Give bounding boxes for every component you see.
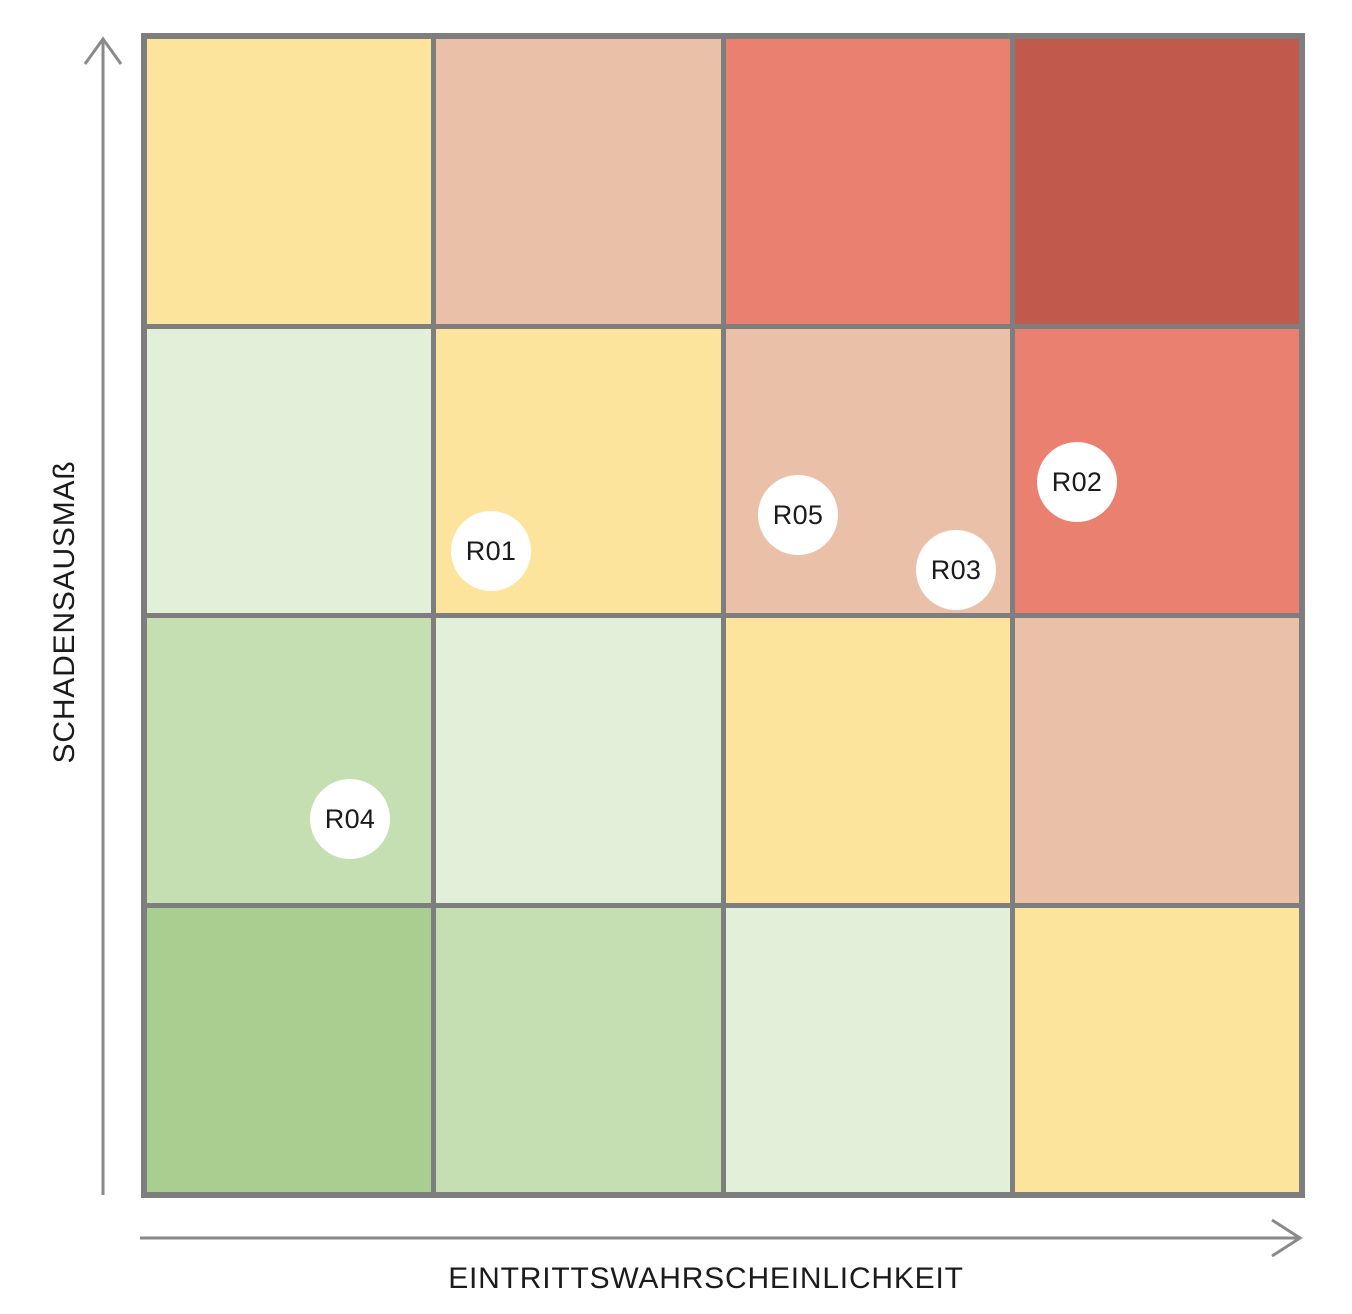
risk-cell-r1-c4-red	[1014, 39, 1299, 324]
y-axis-arrow	[83, 36, 123, 1195]
risk-cell-r4-c3-green-pale	[725, 907, 1010, 1192]
risk-marker-R02[interactable]: R02	[1037, 442, 1117, 522]
risk-cell-r2-c1-green-pale	[147, 328, 432, 613]
risk-cell-r4-c4-yellow	[1014, 907, 1299, 1192]
risk-cell-r3-c3-yellow	[725, 618, 1010, 903]
x-axis-label: EINTRITTSWAHRSCHEINLICHKEIT	[448, 1262, 964, 1295]
risk-grid	[141, 33, 1305, 1198]
risk-cell-r1-c1-yellow	[147, 39, 432, 324]
risk-cell-r4-c2-green-medium	[436, 907, 721, 1192]
risk-cell-r3-c2-green-pale	[436, 618, 721, 903]
risk-cell-r3-c4-tan	[1014, 618, 1299, 903]
risk-marker-R01[interactable]: R01	[451, 511, 531, 591]
risk-marker-R03[interactable]: R03	[916, 530, 996, 610]
risk-cell-r1-c3-salmon	[725, 39, 1010, 324]
risk-cell-r1-c2-tan	[436, 39, 721, 324]
risk-marker-R05[interactable]: R05	[758, 475, 838, 555]
x-axis-arrow	[140, 1218, 1303, 1258]
risk-cell-r3-c1-green-medium	[147, 618, 432, 903]
risk-cell-r4-c1-green-strong	[147, 907, 432, 1192]
y-axis-label: SCHADENSAUSMAß	[48, 460, 81, 764]
risk-marker-R04[interactable]: R04	[310, 779, 390, 859]
